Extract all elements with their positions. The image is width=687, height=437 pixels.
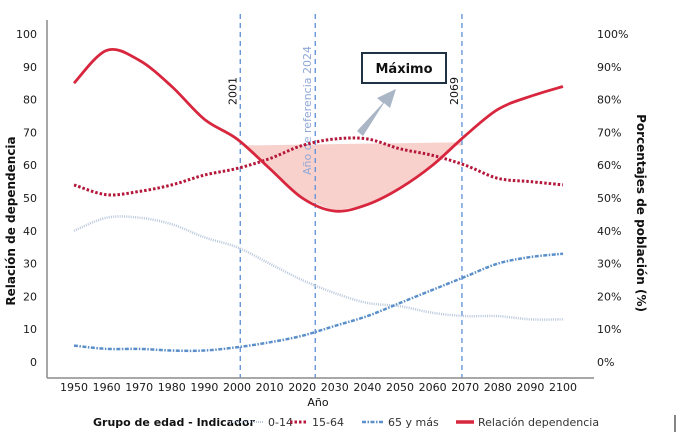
x-tick-label: 2060 xyxy=(419,381,447,394)
x-tick-label: 2100 xyxy=(549,381,577,394)
x-tick-label: 2020 xyxy=(288,381,316,394)
y-tick-right-label: 50% xyxy=(597,192,621,205)
legend-label-0-14: 0-14 xyxy=(268,416,293,429)
y-tick-left-label: 100 xyxy=(16,28,37,41)
y-tick-left-label: 80 xyxy=(23,94,37,107)
y-axis-left-title: Relación de dependencia xyxy=(4,136,18,305)
y-tick-right-label: 10% xyxy=(597,323,621,336)
shaded-region xyxy=(240,142,462,212)
y-tick-left-label: 0 xyxy=(30,356,37,369)
series-line-0-14 xyxy=(73,215,564,321)
y-tick-left-label: 20 xyxy=(23,290,37,303)
y-tick-right-label: 40% xyxy=(597,225,621,238)
y-tick-left-label: 40 xyxy=(23,225,37,238)
x-tick-label: 1950 xyxy=(60,381,88,394)
x-tick-label: 2090 xyxy=(516,381,544,394)
maximo-box xyxy=(361,52,447,84)
legend-label-15-64: 15-64 xyxy=(312,416,344,429)
legend: Grupo de edad - Indicador 0-14 15-64 65 … xyxy=(93,416,599,429)
legend-label-dependency: Relación dependencia xyxy=(478,416,599,429)
y-tick-right-label: 90% xyxy=(597,61,621,74)
x-tick-label: 2040 xyxy=(353,381,381,394)
x-tick-label: 2050 xyxy=(386,381,414,394)
legend-label-65-plus: 65 y más xyxy=(388,416,439,429)
y-tick-right-label: 70% xyxy=(597,126,621,139)
maximo-label: Máximo xyxy=(375,62,432,77)
reference-line-label: 2069 xyxy=(448,77,461,105)
x-axis-title: Año xyxy=(307,396,328,409)
maximo-annotation: Máximo xyxy=(357,52,447,136)
series-line-15-64 xyxy=(73,136,564,197)
x-tick-label: 2070 xyxy=(451,381,479,394)
maximo-arrow-icon xyxy=(357,89,396,136)
y-tick-left-label: 30 xyxy=(23,258,37,271)
x-tick-label: 1990 xyxy=(190,381,218,394)
y-tick-right-label: 60% xyxy=(597,159,621,172)
y-tick-left-label: 10 xyxy=(23,323,37,336)
y-tick-right-label: 0% xyxy=(597,356,614,369)
x-tick-label: 2030 xyxy=(321,381,349,394)
y-tick-left-label: 70 xyxy=(23,126,37,139)
x-tick-label: 2010 xyxy=(256,381,284,394)
series-line-65-y-más xyxy=(73,252,564,353)
y-tick-right-label: 100% xyxy=(597,28,628,41)
reference-line-label: Año de referencia 2024 xyxy=(301,46,314,175)
x-tick-label: 2080 xyxy=(484,381,512,394)
series-line-relación-dependencia xyxy=(72,48,564,213)
y-tick-left-label: 60 xyxy=(23,159,37,172)
x-tick-label: 2000 xyxy=(223,381,251,394)
y-axis-right-title: Porcentajes de población (%) xyxy=(634,114,648,312)
reference-line-label: 2001 xyxy=(226,77,239,105)
x-tick-label: 1970 xyxy=(125,381,153,394)
x-tick-label: 1960 xyxy=(93,381,121,394)
y-tick-left-label: 50 xyxy=(23,192,37,205)
y-tick-right-label: 20% xyxy=(597,290,621,303)
x-tick-label: 1980 xyxy=(158,381,186,394)
y-tick-right-label: 80% xyxy=(597,94,621,107)
legend-title: Grupo de edad - Indicador xyxy=(93,416,256,429)
y-tick-right-label: 30% xyxy=(597,258,621,271)
y-tick-left-label: 90 xyxy=(23,61,37,74)
